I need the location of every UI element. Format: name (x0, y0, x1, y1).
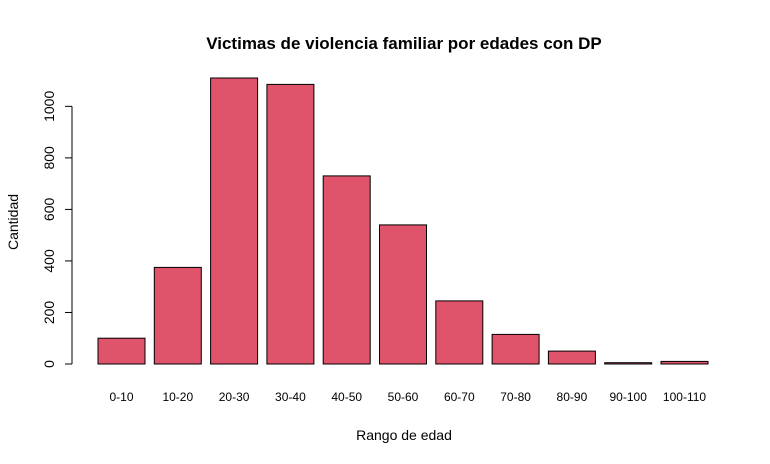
x-tick-label: 20-30 (219, 390, 250, 404)
y-tick-label: 200 (41, 301, 57, 325)
x-tick-label: 40-50 (331, 390, 362, 404)
y-tick-label: 800 (41, 146, 57, 170)
x-tick-labels: 0-10 10-20 20-30 30-40 40-50 50-60 60-70 70-80 8… (109, 390, 706, 404)
x-tick-label: 100-110 (663, 390, 706, 404)
y-tick-label: 400 (41, 249, 57, 273)
bar-60-70 (435, 300, 484, 365)
x-tick-label: 30-40 (275, 390, 306, 404)
bar-20-30 (210, 77, 259, 365)
bar-10-20 (153, 266, 202, 365)
y-tick-label: 600 (41, 198, 57, 222)
bar-70-80 (491, 333, 540, 365)
x-tick-label: 0-10 (109, 390, 133, 404)
x-tick-label: 50-60 (388, 390, 419, 404)
x-tick-label: 90-100 (610, 390, 648, 404)
x-axis-label: Rango de edad (356, 427, 452, 443)
y-tick-label: 1000 (41, 91, 57, 122)
x-tick-label: 10-20 (162, 390, 193, 404)
y-axis-label: Cantidad (5, 194, 21, 250)
bars (97, 77, 709, 365)
bar-0-10 (97, 337, 146, 365)
x-tick-label: 80-90 (557, 390, 588, 404)
x-tick-label: 60-70 (444, 390, 475, 404)
bar-80-90 (547, 350, 596, 365)
y-axis: 0 200 400 600 800 1000 (41, 91, 73, 368)
bar-30-40 (266, 83, 315, 365)
y-tick-label: 0 (41, 360, 57, 368)
chart-title: Victimas de violencia familiar por edade… (206, 34, 602, 53)
bar-40-50 (322, 175, 371, 365)
bar-100-110 (660, 360, 709, 365)
bar-50-60 (379, 224, 427, 365)
x-tick-label: 70-80 (500, 390, 531, 404)
bar-90-100 (604, 362, 653, 365)
